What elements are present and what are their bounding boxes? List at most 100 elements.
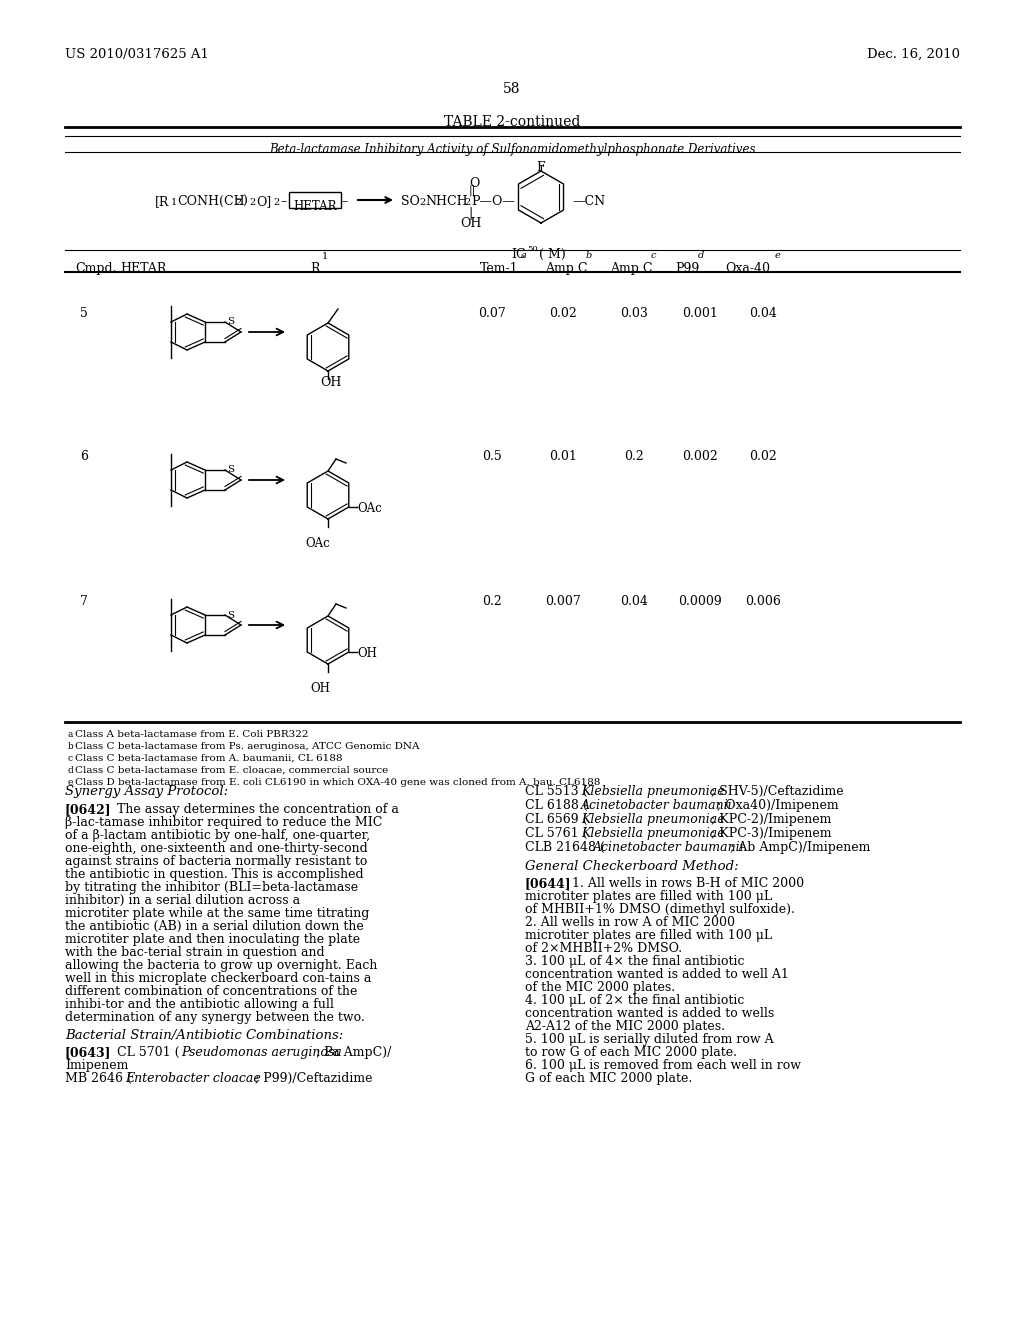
Text: OH: OH (357, 647, 378, 660)
Text: The assay determines the concentration of a: The assay determines the concentration o… (117, 803, 399, 816)
Text: |: | (469, 207, 473, 220)
Text: 0.007: 0.007 (545, 595, 581, 609)
Text: OH: OH (461, 216, 481, 230)
Text: 0.03: 0.03 (621, 308, 648, 319)
Text: Pseudomonas aeruginosa: Pseudomonas aeruginosa (181, 1045, 342, 1059)
Text: c: c (651, 251, 656, 260)
Text: 0.0009: 0.0009 (678, 595, 722, 609)
Text: HETAR: HETAR (293, 201, 337, 213)
Text: ||: || (469, 183, 476, 195)
Text: different combination of concentrations of the: different combination of concentrations … (65, 985, 357, 998)
Text: 2: 2 (249, 198, 255, 207)
Text: ; KPC-2)/Imipenem: ; KPC-2)/Imipenem (711, 813, 831, 826)
Text: A2-A12 of the MIC 2000 plates.: A2-A12 of the MIC 2000 plates. (525, 1020, 725, 1034)
Text: 4. 100 μL of 2× the final antibiotic: 4. 100 μL of 2× the final antibiotic (525, 994, 744, 1007)
Text: Class C beta-lactamase from A. baumanii, CL 6188: Class C beta-lactamase from A. baumanii,… (75, 754, 342, 763)
Text: Cmpd.: Cmpd. (75, 261, 117, 275)
Text: 0.2: 0.2 (482, 595, 502, 609)
Text: Synergy Assay Protocol:: Synergy Assay Protocol: (65, 785, 228, 799)
Text: R: R (310, 261, 319, 275)
Text: ; Pa AmpC)/: ; Pa AmpC)/ (316, 1045, 391, 1059)
Text: Tem-1: Tem-1 (480, 261, 518, 275)
Text: 1. All wells in rows B-H of MIC 2000: 1. All wells in rows B-H of MIC 2000 (572, 876, 804, 890)
Text: 7: 7 (80, 595, 88, 609)
Text: Bacterial Strain/Antibiotic Combinations:: Bacterial Strain/Antibiotic Combinations… (65, 1030, 343, 1041)
Text: 2: 2 (273, 198, 280, 207)
Text: CL 5701 (: CL 5701 ( (117, 1045, 179, 1059)
Text: concentration wanted is added to wells: concentration wanted is added to wells (525, 1007, 774, 1020)
Text: 0.07: 0.07 (478, 308, 506, 319)
Text: of the MIC 2000 plates.: of the MIC 2000 plates. (525, 981, 675, 994)
Text: Acinetobacter baumanii: Acinetobacter baumanii (581, 799, 732, 812)
Text: S: S (227, 318, 234, 326)
Text: against strains of bacteria normally resistant to: against strains of bacteria normally res… (65, 855, 368, 869)
Text: Klebsiella pneumoniae: Klebsiella pneumoniae (581, 785, 724, 799)
Text: 2. All wells in row A of MIC 2000: 2. All wells in row A of MIC 2000 (525, 916, 735, 929)
Text: 0.006: 0.006 (745, 595, 781, 609)
Text: CL 5761 (: CL 5761 ( (525, 828, 588, 840)
Text: 2: 2 (419, 198, 425, 207)
Text: 3. 100 μL of 4× the final antibiotic: 3. 100 μL of 4× the final antibiotic (525, 954, 744, 968)
Text: Amp C: Amp C (545, 261, 588, 275)
Text: Dec. 16, 2010: Dec. 16, 2010 (867, 48, 961, 61)
Text: 2: 2 (234, 198, 242, 207)
Text: microtiter plate while at the same time titrating: microtiter plate while at the same time … (65, 907, 370, 920)
Text: CLB 21648 (: CLB 21648 ( (525, 841, 605, 854)
Text: ): ) (242, 195, 247, 209)
Text: Amp C: Amp C (610, 261, 652, 275)
Text: by titrating the inhibitor (BLI=beta-lactamase: by titrating the inhibitor (BLI=beta-lac… (65, 880, 358, 894)
Text: 0.04: 0.04 (750, 308, 777, 319)
Text: [0644]: [0644] (525, 876, 571, 890)
Text: Klebsiella pneumoniae: Klebsiella pneumoniae (581, 828, 724, 840)
Text: SO: SO (401, 195, 420, 209)
Text: 0.02: 0.02 (750, 450, 777, 463)
Text: Oxa-40: Oxa-40 (725, 261, 770, 275)
Text: 6: 6 (80, 450, 88, 463)
Text: to row G of each MIC 2000 plate.: to row G of each MIC 2000 plate. (525, 1045, 737, 1059)
Text: S: S (227, 610, 234, 619)
Text: ; Ab AmpC)/Imipenem: ; Ab AmpC)/Imipenem (729, 841, 870, 854)
Text: –: – (280, 195, 287, 209)
Text: 0.2: 0.2 (624, 450, 644, 463)
Text: determination of any synergy between the two.: determination of any synergy between the… (65, 1011, 365, 1024)
Text: 50: 50 (527, 246, 538, 253)
Text: one-eighth, one-sixteenth and one-thirty-second: one-eighth, one-sixteenth and one-thirty… (65, 842, 368, 855)
Text: e: e (775, 251, 780, 260)
Text: inhibitor) in a serial dilution across a: inhibitor) in a serial dilution across a (65, 894, 300, 907)
Text: US 2010/0317625 A1: US 2010/0317625 A1 (65, 48, 209, 61)
Text: c: c (68, 754, 73, 763)
Text: microtiter plates are filled with 100 μL: microtiter plates are filled with 100 μL (525, 929, 772, 942)
Text: the antibiotic (AB) in a serial dilution down the: the antibiotic (AB) in a serial dilution… (65, 920, 364, 933)
Text: HETAR: HETAR (120, 261, 166, 275)
Text: Enterobacter cloacae: Enterobacter cloacae (125, 1072, 261, 1085)
Text: Class C beta-lactamase from Ps. aeruginosa, ATCC Genomic DNA: Class C beta-lactamase from Ps. aerugino… (75, 742, 420, 751)
Text: inhibi-tor and the antibiotic allowing a full: inhibi-tor and the antibiotic allowing a… (65, 998, 334, 1011)
Text: ; SHV-5)/Ceftazidime: ; SHV-5)/Ceftazidime (711, 785, 844, 799)
Text: [0643]: [0643] (65, 1045, 112, 1059)
Text: d: d (68, 766, 74, 775)
Text: OAc: OAc (305, 537, 331, 550)
Text: Imipenem: Imipenem (65, 1059, 128, 1072)
Text: 0.01: 0.01 (549, 450, 577, 463)
Text: OAc: OAc (357, 502, 383, 515)
Text: microtiter plates are filled with 100 μL: microtiter plates are filled with 100 μL (525, 890, 772, 903)
Text: F: F (537, 161, 546, 174)
Text: 1: 1 (322, 252, 329, 261)
Text: β-lac-tamase inhibitor required to reduce the MIC: β-lac-tamase inhibitor required to reduc… (65, 816, 382, 829)
Text: P—O—: P—O— (471, 195, 515, 209)
Text: a: a (68, 730, 74, 739)
Text: 0.5: 0.5 (482, 450, 502, 463)
Text: the antibiotic in question. This is accomplished: the antibiotic in question. This is acco… (65, 869, 364, 880)
Text: 58: 58 (503, 82, 521, 96)
Text: 5: 5 (80, 308, 88, 319)
Text: 0.02: 0.02 (549, 308, 577, 319)
Text: 6. 100 μL is removed from each well in row: 6. 100 μL is removed from each well in r… (525, 1059, 801, 1072)
Text: IC: IC (511, 248, 525, 261)
Text: CL 5513 (: CL 5513 ( (525, 785, 588, 799)
Text: CONH(CH: CONH(CH (177, 195, 245, 209)
Text: Class C beta-lactamase from E. cloacae, commercial source: Class C beta-lactamase from E. cloacae, … (75, 766, 388, 775)
Text: allowing the bacteria to grow up overnight. Each: allowing the bacteria to grow up overnig… (65, 960, 378, 972)
Text: ; P99)/Ceftazidime: ; P99)/Ceftazidime (255, 1072, 373, 1085)
Text: Class A beta-lactamase from E. Coli PBR322: Class A beta-lactamase from E. Coli PBR3… (75, 730, 308, 739)
Text: –: – (341, 195, 347, 209)
